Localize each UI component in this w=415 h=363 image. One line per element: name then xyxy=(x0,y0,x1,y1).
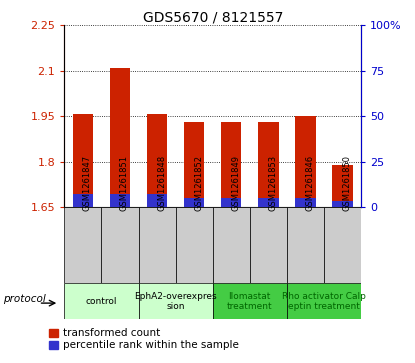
Bar xyxy=(73,114,93,207)
Bar xyxy=(221,198,242,207)
Text: Ilomastat
treatment: Ilomastat treatment xyxy=(227,291,273,311)
Text: control: control xyxy=(85,297,117,306)
Text: protocol: protocol xyxy=(3,294,46,305)
Bar xyxy=(287,283,361,319)
Text: GSM1261850: GSM1261850 xyxy=(342,155,352,211)
Bar xyxy=(213,283,287,319)
Text: GSM1261851: GSM1261851 xyxy=(120,155,129,211)
Bar xyxy=(64,283,139,319)
Text: EphA2-overexpres
sion: EphA2-overexpres sion xyxy=(134,291,217,311)
Text: GSM1261853: GSM1261853 xyxy=(269,155,277,211)
Bar xyxy=(324,207,361,283)
Bar xyxy=(213,207,250,283)
Legend: transformed count, percentile rank within the sample: transformed count, percentile rank withi… xyxy=(49,328,239,350)
Bar xyxy=(147,114,167,207)
Bar xyxy=(64,207,101,283)
Bar xyxy=(258,198,278,207)
Text: GSM1261848: GSM1261848 xyxy=(157,155,166,211)
Bar xyxy=(176,207,213,283)
Text: GSM1261849: GSM1261849 xyxy=(231,155,240,211)
Bar xyxy=(332,201,353,207)
Bar xyxy=(221,122,242,207)
Bar xyxy=(258,122,278,207)
Text: GSM1261847: GSM1261847 xyxy=(83,155,92,211)
Bar xyxy=(287,207,324,283)
Bar xyxy=(332,166,353,207)
Title: GDS5670 / 8121557: GDS5670 / 8121557 xyxy=(142,10,283,24)
Bar xyxy=(295,198,316,207)
Bar xyxy=(184,122,204,207)
Bar xyxy=(250,207,287,283)
Bar xyxy=(139,207,176,283)
Bar xyxy=(147,194,167,207)
Bar xyxy=(73,194,93,207)
Text: GSM1261852: GSM1261852 xyxy=(194,155,203,211)
Bar xyxy=(139,283,213,319)
Bar xyxy=(110,68,130,207)
Bar xyxy=(101,207,139,283)
Bar xyxy=(110,194,130,207)
Text: Rho activator Calp
eptin treatment: Rho activator Calp eptin treatment xyxy=(282,291,366,311)
Text: GSM1261846: GSM1261846 xyxy=(305,155,315,211)
Bar xyxy=(295,115,316,207)
Bar xyxy=(184,198,204,207)
